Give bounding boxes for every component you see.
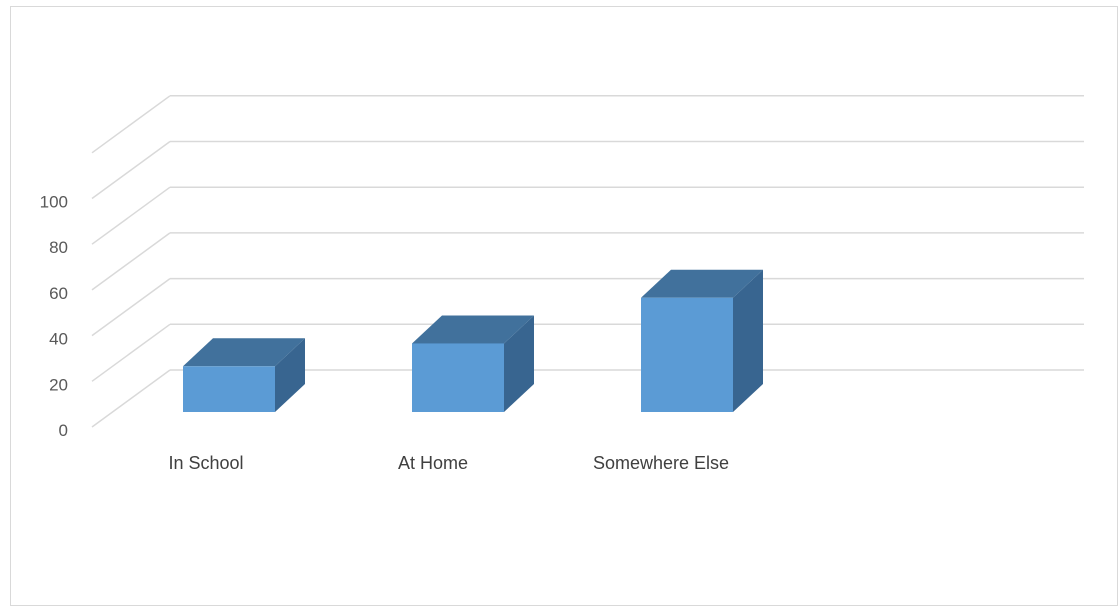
gridline-diagonal-0 [91, 369, 171, 428]
bar-side-face [504, 315, 534, 412]
gridline-diagonal-60 [91, 232, 171, 291]
category-label-in-school: In School [168, 453, 243, 473]
bar-2 [412, 315, 534, 412]
bar-1 [183, 338, 305, 412]
gridline-diagonal-20 [91, 323, 171, 382]
y-tick-label-40: 40 [49, 330, 68, 349]
y-tick-label-20: 20 [49, 375, 68, 394]
bar-top-face [183, 338, 305, 367]
gridline-diagonal-40 [91, 277, 171, 337]
x-axis-categories: In School At Home Somewhere Else [168, 453, 729, 473]
y-tick-label-100: 100 [40, 193, 68, 212]
chart-area [10, 6, 1118, 606]
category-label-somewhere-else: Somewhere Else [593, 453, 729, 473]
y-axis-ticks: 0 20 40 60 80 100 [40, 193, 68, 441]
category-label-at-home: At Home [398, 453, 468, 473]
bar-top-face [641, 269, 763, 298]
y-tick-label-0: 0 [59, 421, 68, 440]
gridlines [91, 95, 1084, 428]
y-tick-label-60: 60 [49, 284, 68, 303]
gridline-diagonal-80 [91, 186, 171, 245]
bar-front-face [183, 366, 275, 412]
bars [183, 269, 763, 412]
bar-front-face [641, 297, 733, 412]
bar-top-face [412, 315, 534, 344]
gridline-diagonal-100 [91, 140, 171, 200]
bar-chart: 0 20 40 60 80 100 In School At Home Some… [40, 95, 1084, 473]
y-tick-label-80: 80 [49, 238, 68, 257]
bar-side-face [733, 269, 763, 412]
bar-3 [641, 269, 763, 412]
bar-front-face [412, 343, 504, 412]
gridline-diagonal-120 [91, 95, 171, 154]
bar-side-face [275, 338, 305, 412]
